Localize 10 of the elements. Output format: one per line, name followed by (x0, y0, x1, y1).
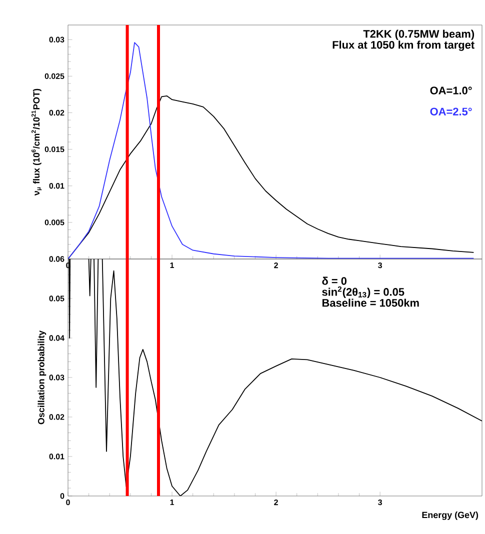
annotation: δ = 0 (322, 276, 347, 285)
annotation: Flux at 1050 km from target (332, 40, 474, 51)
annotation: T2KK (0.75MW beam) (363, 30, 474, 40)
annotation: Baseline = 1050km (322, 298, 419, 307)
text: ν$_{μ}$ flux (10$^{6}$/cm$^{2}$/10$^{21}$POT) (32, 88, 42, 196)
text: OA=1.0° (430, 86, 472, 94)
text: OA=2.5° (430, 108, 472, 116)
y-axis-title: Oscillation probability (38, 330, 46, 424)
annotation: sin$^{2}$(2θ$_{13}$) = 0.05 (322, 286, 404, 298)
x-axis-title: Energy (GeV) (422, 512, 478, 520)
